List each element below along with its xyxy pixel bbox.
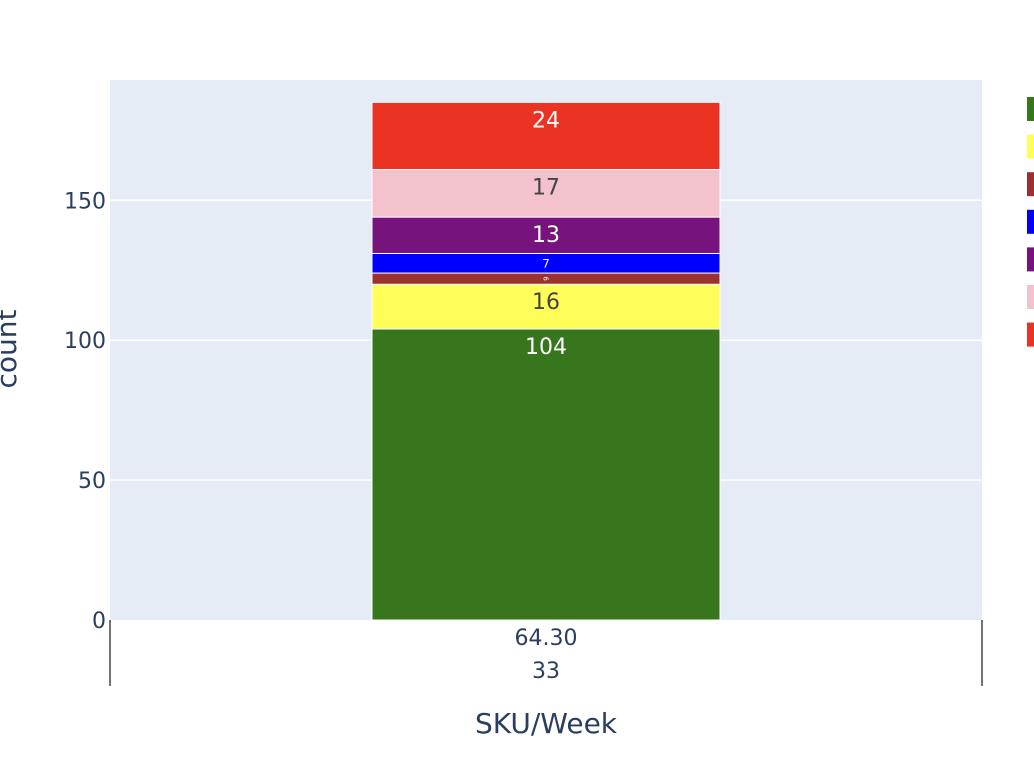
bar-stack[interactable]: [371, 101, 721, 621]
bar-segment-label: 16: [532, 290, 560, 315]
legend-swatch[interactable]: [1027, 285, 1034, 309]
legend-swatch[interactable]: [1027, 97, 1034, 121]
legend-swatch[interactable]: [1027, 172, 1034, 197]
legend[interactable]: [1027, 97, 1034, 347]
x-axis: 64.30 33: [109, 620, 983, 686]
bar-segment[interactable]: [371, 328, 721, 621]
x-tick-label-week: 33: [532, 659, 560, 684]
y-tick-label: 150: [64, 189, 106, 214]
bar-segment-labels: 104 16 6 7 13 17 24: [525, 108, 567, 360]
bar-segment-label: 17: [532, 176, 560, 201]
y-axis-title: count: [0, 309, 23, 388]
legend-swatch[interactable]: [1027, 134, 1034, 159]
bar-segment-label: 13: [532, 223, 560, 248]
y-tick-label: 0: [92, 609, 106, 634]
y-tick-label: 100: [64, 329, 106, 354]
bar-segment[interactable]: [371, 216, 721, 254]
bar-segment-label: 6: [542, 277, 550, 281]
bar-segment[interactable]: [371, 169, 721, 218]
legend-swatch[interactable]: [1027, 322, 1034, 347]
bar-segment-label: 7: [542, 256, 550, 270]
bar-segment[interactable]: [371, 283, 721, 330]
y-axis-ticks: 0 50 100 150: [64, 189, 106, 634]
bar-segment[interactable]: [371, 101, 721, 171]
bar-segment-label: 24: [532, 108, 560, 133]
y-tick-label: 50: [78, 469, 106, 494]
x-tick-label-sku: 64.30: [515, 626, 578, 651]
x-axis-title: SKU/Week: [475, 707, 618, 740]
legend-swatch[interactable]: [1027, 247, 1034, 272]
legend-swatch[interactable]: [1027, 209, 1034, 234]
bar-segment-label: 104: [525, 335, 567, 360]
